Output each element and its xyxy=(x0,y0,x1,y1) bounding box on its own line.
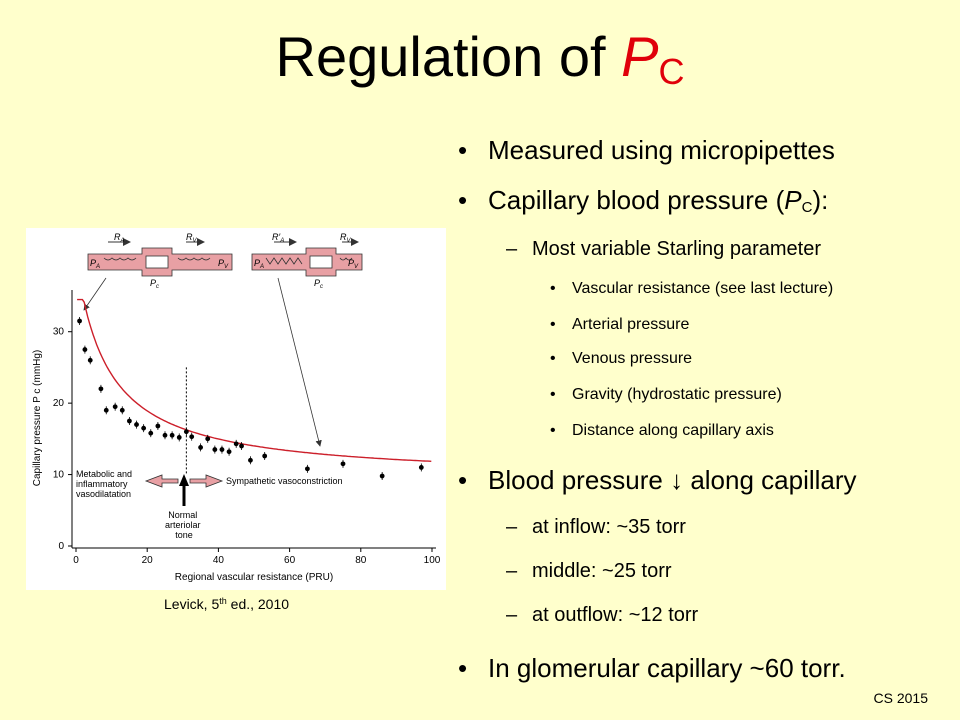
data-point xyxy=(212,447,218,452)
y-axis-label: Capillary pressure P c (mmHg) xyxy=(32,350,43,487)
y-tick-label: 0 xyxy=(58,541,64,552)
label-pc: Pc xyxy=(314,278,323,290)
vasodilatation-arrow xyxy=(144,474,179,488)
footer-course-code: CS 2015 xyxy=(873,690,928,706)
data-point xyxy=(239,443,244,449)
title-pc-letter: P xyxy=(621,25,659,88)
vasoconstriction-label: Sympathetic vasoconstriction xyxy=(226,476,343,486)
data-point xyxy=(198,445,204,450)
data-point xyxy=(226,449,232,455)
label-pc: Pc xyxy=(150,278,159,290)
vessel-diagram-left: RA RV PA PV Pc xyxy=(83,232,233,311)
x-tick-label: 20 xyxy=(142,555,154,566)
vasodilatation-label: Metabolic and inflammatory vasodilatatio… xyxy=(76,469,135,499)
capillary-pressure-chart: RA RV PA PV Pc R′A RV PA PV Pc 0 20 4 xyxy=(32,232,441,583)
label-pv: PV xyxy=(348,258,359,270)
data-point xyxy=(176,435,182,440)
label-ra: RA xyxy=(114,232,125,244)
label-pa: PA xyxy=(254,258,264,270)
data-point xyxy=(155,423,161,429)
data-point xyxy=(183,429,189,435)
data-point xyxy=(233,441,239,447)
data-point xyxy=(262,453,268,459)
data-point xyxy=(219,447,225,452)
data-point xyxy=(189,434,195,440)
data-point xyxy=(77,318,82,324)
data-point xyxy=(98,386,104,392)
title-pc: PC xyxy=(621,25,684,92)
data-point xyxy=(82,347,88,352)
levick-figure: RA RV PA PV Pc R′A RV PA PV Pc 0 20 4 xyxy=(26,228,446,590)
title-text: Regulation of xyxy=(275,25,622,88)
normal-tone-label: Normal arteriolar tone xyxy=(165,510,203,540)
data-point xyxy=(340,461,346,467)
axis-ticks: 0 20 40 60 80 100 0 10 20 30 xyxy=(53,327,441,566)
y-tick-label: 10 xyxy=(53,470,65,481)
annotations: Metabolic and inflammatory vasodilatatio… xyxy=(76,469,343,540)
y-tick-label: 20 xyxy=(53,398,65,409)
x-axis-label: Regional vascular resistance (PRU) xyxy=(175,572,333,583)
data-point xyxy=(127,418,132,424)
chart-axes xyxy=(71,290,436,549)
data-point xyxy=(169,432,175,438)
x-tick-label: 40 xyxy=(213,555,225,566)
slide-title: Regulation of PC xyxy=(0,22,960,107)
bullet-text: Capillary blood pressure (PC): xyxy=(488,185,829,216)
x-tick-label: 80 xyxy=(355,555,367,566)
data-point xyxy=(134,422,139,427)
x-tick-label: 100 xyxy=(424,555,441,566)
data-point xyxy=(87,357,93,363)
label-pa: PA xyxy=(90,258,100,270)
label-pv: PV xyxy=(218,258,229,270)
vasoconstriction-arrow xyxy=(189,474,224,488)
data-point xyxy=(112,404,118,410)
x-tick-label: 0 xyxy=(73,555,79,566)
title-pc-sub: C xyxy=(658,51,685,92)
data-point xyxy=(103,407,109,413)
data-point xyxy=(162,432,168,438)
data-points xyxy=(77,317,424,480)
data-point xyxy=(305,466,310,472)
data-point xyxy=(379,473,385,479)
normal-tone-arrow xyxy=(179,474,189,506)
data-point xyxy=(418,465,424,470)
data-point xyxy=(141,425,147,431)
x-tick-label: 60 xyxy=(284,555,296,566)
vessel-diagram-right: R′A RV PA PV Pc xyxy=(251,232,363,447)
data-point xyxy=(148,430,154,436)
y-tick-label: 30 xyxy=(53,327,65,338)
label-rv: RV xyxy=(186,232,198,244)
label-ra-prime: R′A xyxy=(272,232,284,244)
bullet-text: Measured using micropipettes xyxy=(488,135,835,165)
data-point xyxy=(119,407,125,413)
data-point xyxy=(205,436,211,442)
fitted-curve xyxy=(77,298,432,462)
data-point xyxy=(248,457,253,463)
label-rv: RV xyxy=(340,232,352,244)
figure-caption: Levick, 5th ed., 2010 xyxy=(164,596,290,612)
